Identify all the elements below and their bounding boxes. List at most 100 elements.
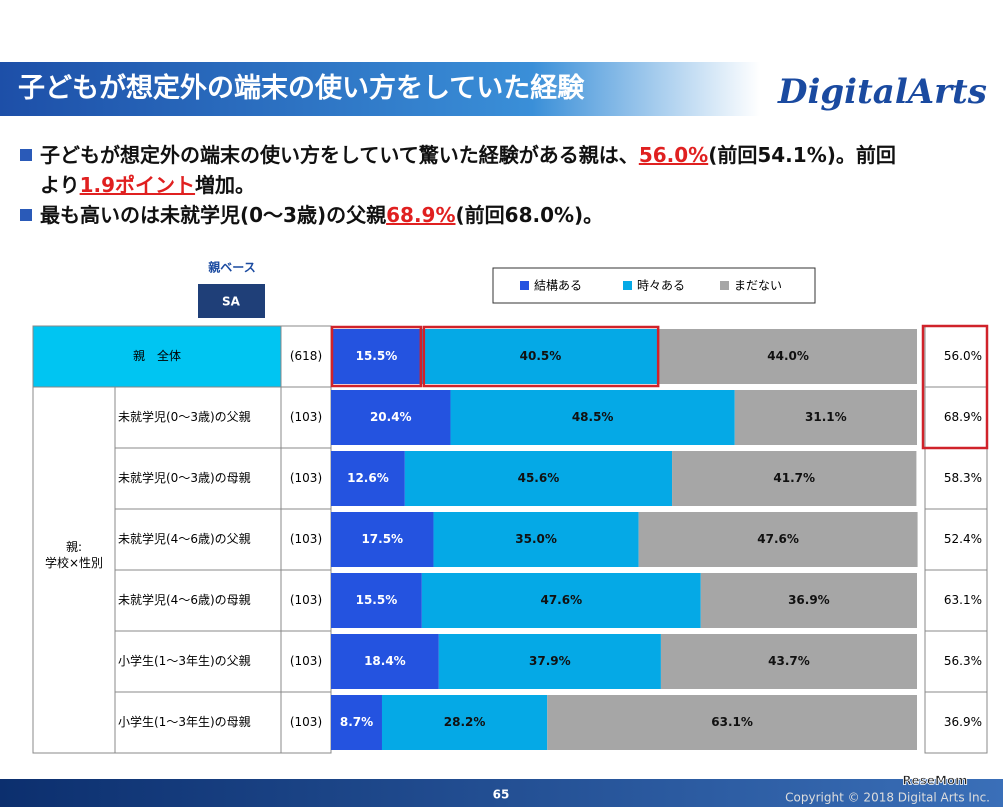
value-label: 31.1% <box>805 410 847 424</box>
group-label: 親: <box>66 540 82 554</box>
value-label: 41.7% <box>773 471 815 485</box>
row-label: 小学生(1～3年生)の父親 <box>118 653 251 668</box>
total-cell <box>924 630 988 693</box>
value-label: 37.9% <box>529 654 571 668</box>
base-tag-box <box>198 284 265 318</box>
value-label: 47.6% <box>540 593 582 607</box>
total-label: 52.4% <box>944 532 982 546</box>
value-label: 15.5% <box>356 349 398 363</box>
value-label: 8.7% <box>340 715 373 729</box>
highlight-box <box>921 324 989 450</box>
value-label: 12.6% <box>347 471 389 485</box>
total-label: 36.9% <box>944 715 982 729</box>
row-cell <box>32 325 282 388</box>
value-label: 18.4% <box>364 654 406 668</box>
total-cell <box>924 569 988 632</box>
group-cell <box>32 386 116 754</box>
row-cell <box>114 508 282 571</box>
watermark: ReseMom <box>902 774 967 788</box>
row-cell <box>114 386 282 449</box>
n-cell <box>280 569 332 632</box>
legend-label: まだない <box>734 279 782 293</box>
legend-swatch <box>623 281 632 290</box>
bar <box>331 329 422 384</box>
bar <box>331 512 434 567</box>
legend-swatch <box>520 281 529 290</box>
bullet: 子どもが想定外の端末の使い方をしていて驚いた経験がある親は、56.0%(前回54… <box>18 140 898 200</box>
bar <box>660 634 917 689</box>
value-label: 45.6% <box>518 471 560 485</box>
highlight-box <box>330 325 423 388</box>
bullet-text: (前回68.0%)。 <box>455 203 604 227</box>
row-label: 未就学児(0～3歳)の母親 <box>118 470 251 485</box>
n-label: (103) <box>290 532 322 546</box>
total-cell <box>924 386 988 449</box>
highlight: 56.0% <box>638 143 709 167</box>
total-label: 56.3% <box>944 654 982 668</box>
base-label: 親ベース <box>208 260 255 275</box>
row-label: 小学生(1～3年生)の母親 <box>118 714 251 729</box>
bar <box>404 451 673 506</box>
highlight-box <box>422 325 660 388</box>
row-label: 未就学児(4～6歳)の母親 <box>118 592 251 607</box>
bar <box>381 695 548 750</box>
total-label: 68.9% <box>944 410 982 424</box>
bar <box>547 695 917 750</box>
group-label: 学校×性別 <box>45 555 103 570</box>
legend-label: 時々ある <box>637 279 685 293</box>
n-label: (103) <box>290 715 322 729</box>
total-cell <box>924 691 988 754</box>
total-label: 56.0% <box>944 349 982 363</box>
value-label: 28.2% <box>444 715 486 729</box>
row-label: 未就学児(4～6歳)の父親 <box>118 531 251 546</box>
value-label: 43.7% <box>768 654 810 668</box>
legend-swatch <box>720 281 729 290</box>
value-label: 47.6% <box>757 532 799 546</box>
highlight: 1.9ポイント <box>79 173 196 197</box>
copyright: Copyright © 2018 Digital Arts Inc. <box>785 791 990 805</box>
n-cell <box>280 325 332 388</box>
bar <box>672 451 917 506</box>
value-label: 44.0% <box>767 349 809 363</box>
bar <box>659 329 917 384</box>
slide-title: 子どもが想定外の端末の使い方をしていた経験 <box>0 62 760 116</box>
bar <box>331 573 422 628</box>
bullet-text: (前回54.1%)。前回より <box>40 143 896 197</box>
bar <box>331 390 451 445</box>
value-label: 35.0% <box>515 532 557 546</box>
value-label: 63.1% <box>711 715 753 729</box>
base-tag: SA <box>222 295 241 309</box>
bullet-text: 最も高いのは未就学児(0～3歳)の父親 <box>40 203 387 227</box>
bullet-text: 増加。 <box>195 173 256 197</box>
bar <box>638 512 918 567</box>
bar <box>331 634 439 689</box>
bar <box>331 695 382 750</box>
logo: DigitalArts <box>778 72 987 112</box>
total-cell <box>924 447 988 510</box>
value-label: 15.5% <box>356 593 398 607</box>
bar <box>421 573 701 628</box>
value-label: 36.9% <box>788 593 830 607</box>
bar <box>433 512 639 567</box>
bullet-text: 子どもが想定外の端末の使い方をしていて驚いた経験がある親は、 <box>40 143 639 167</box>
footer-bar <box>0 779 1003 807</box>
n-label: (103) <box>290 410 322 424</box>
n-label: (618) <box>290 349 322 363</box>
n-cell <box>280 386 332 449</box>
value-label: 17.5% <box>361 532 403 546</box>
total-label: 63.1% <box>944 593 982 607</box>
n-label: (103) <box>290 471 322 485</box>
n-label: (103) <box>290 654 322 668</box>
value-label: 48.5% <box>572 410 614 424</box>
n-label: (103) <box>290 593 322 607</box>
row-cell <box>114 569 282 632</box>
bar <box>734 390 917 445</box>
legend-label: 結構ある <box>534 279 582 293</box>
total-label: 58.3% <box>944 471 982 485</box>
page-number: 65 <box>493 788 510 802</box>
value-label: 20.4% <box>370 410 412 424</box>
value-label: 40.5% <box>520 349 562 363</box>
bar <box>421 329 660 384</box>
